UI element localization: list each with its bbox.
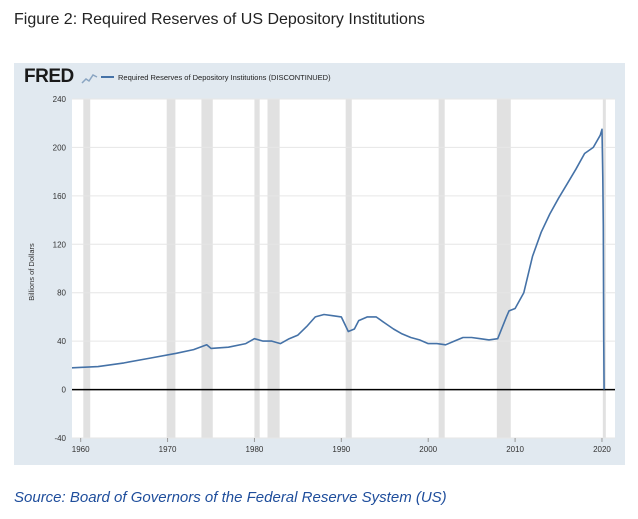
recession-bands (83, 99, 606, 438)
recession-band (345, 99, 352, 438)
recession-band (83, 99, 91, 438)
y-tick-label: 40 (57, 337, 66, 346)
y-tick-label: -40 (54, 434, 66, 443)
plot-area (72, 99, 615, 438)
x-tick-label: 1980 (246, 445, 264, 454)
legend-label: Required Reserves of Depository Institut… (118, 73, 331, 82)
series-line (71, 128, 605, 390)
chart-svg: -40 0 40 80 120 160 200 240 1960 1970 1980 1990 2000… (27, 73, 615, 454)
recession-band (496, 99, 511, 438)
recession-band (201, 99, 213, 438)
y-tick-label: 80 (57, 289, 66, 298)
fred-chart-icon (81, 74, 98, 84)
x-tick-label: 1960 (72, 445, 90, 454)
y-tick-label: 0 (62, 386, 67, 395)
y-tick-label: 200 (53, 143, 67, 152)
figure-title: Figure 2: Required Reserves of US Deposi… (14, 11, 425, 28)
x-tick-label: 2010 (506, 445, 524, 454)
recession-band (166, 99, 176, 438)
y-tick-label: 120 (53, 240, 67, 249)
x-tick-label: 1970 (159, 445, 177, 454)
source-note: Source: Board of Governors of the Federa… (14, 489, 447, 506)
x-tick-label: 2020 (593, 445, 611, 454)
y-axis-label: Billions of Dollars (27, 243, 36, 301)
y-tick-label: 240 (53, 95, 67, 104)
recession-band (602, 99, 606, 438)
x-tick-label: 1990 (332, 445, 350, 454)
recession-band (254, 99, 260, 438)
grid-lines (72, 98, 615, 439)
recession-band (438, 99, 445, 438)
recession-band (267, 99, 280, 438)
series-layer (71, 128, 605, 390)
chart-panel: -40 0 40 80 120 160 200 240 1960 1970 1980 1990 2000… (14, 63, 625, 465)
y-tick-label: 160 (53, 192, 67, 201)
x-tick-label: 2000 (419, 445, 437, 454)
axis-labels: -40 0 40 80 120 160 200 240 1960 1970 1980 1990 2000… (53, 95, 612, 454)
fred-logo: FRED (24, 66, 74, 87)
